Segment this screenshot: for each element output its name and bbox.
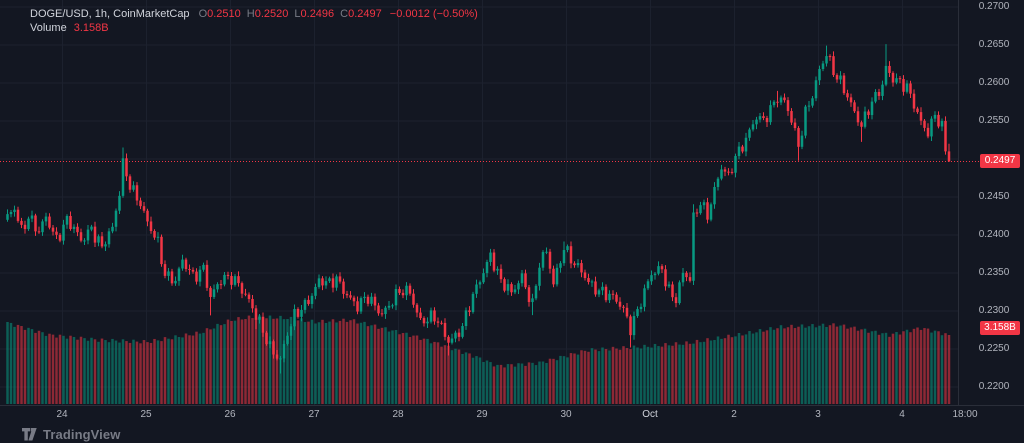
ohlc-open: O0.2510 (198, 8, 241, 20)
time-tick-label: 24 (56, 409, 68, 420)
price-tick-label: 0.2300 (978, 305, 1010, 316)
price-tick-label: 0.2550 (978, 115, 1010, 126)
ohlc-close: C0.2497 (340, 8, 382, 20)
price-tick-label: 0.2250 (978, 343, 1010, 354)
volume-indicator-label[interactable]: Volume (30, 22, 67, 34)
tradingview-logo-icon (22, 428, 37, 441)
price-tick-label: 0.2450 (978, 191, 1010, 202)
time-tick-label: 18:00 (952, 409, 978, 420)
ohlc-low: L0.2496 (294, 8, 335, 20)
symbol-title[interactable]: DOGE/USD, 1h, CoinMarketCap (30, 8, 190, 20)
price-tick-label: 0.2400 (978, 229, 1010, 240)
tradingview-attribution-text: TradingView (43, 427, 121, 442)
time-axis[interactable]: 24 25 26 27 28 29 30 Oct 2 3 4 18:00 (0, 406, 1024, 425)
price-tick-label: 0.2200 (978, 381, 1010, 392)
time-tick-label: 27 (308, 409, 320, 420)
time-tick-label: 4 (899, 409, 905, 420)
time-tick-label: 29 (476, 409, 488, 420)
volume-value: 3.158B (73, 22, 109, 34)
price-tick-label: 0.2350 (978, 267, 1010, 278)
symbol-legend-row: DOGE/USD, 1h, CoinMarketCap O0.2510 H0.2… (30, 7, 478, 21)
volume-axis-label: 3.158B (980, 320, 1020, 335)
time-tick-label: 3 (815, 409, 821, 420)
time-tick-label: 26 (224, 409, 236, 420)
time-tick-label: 30 (560, 409, 572, 420)
price-tick-label: 0.2650 (978, 39, 1010, 50)
price-tick-label: 0.2700 (978, 1, 1010, 12)
volume-legend-row: Volume 3.158B (30, 21, 478, 35)
time-tick-label: 28 (392, 409, 404, 420)
tradingview-attribution[interactable]: TradingView (22, 427, 120, 442)
price-change: −0.0012 (−0.50%) (389, 8, 478, 20)
chart-legend: DOGE/USD, 1h, CoinMarketCap O0.2510 H0.2… (30, 7, 478, 35)
ohlc-high: H0.2520 (246, 8, 289, 20)
time-tick-label: 2 (731, 409, 737, 420)
time-tick-label: Oct (642, 409, 658, 420)
last-price-label: 0.2497 (980, 154, 1020, 169)
price-tick-label: 0.2600 (978, 77, 1010, 88)
price-axis[interactable]: 0.2700 0.2650 0.2600 0.2550 0.2450 0.2400 0.23… (958, 0, 1024, 405)
time-tick-label: 25 (140, 409, 152, 420)
